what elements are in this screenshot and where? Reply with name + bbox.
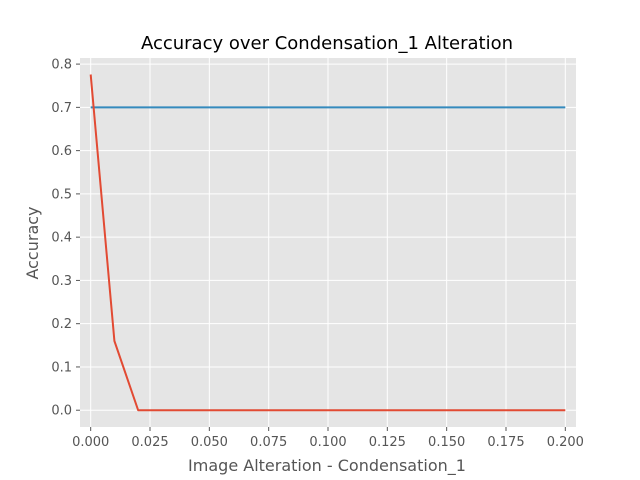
y-tick-label: 0.5 (51, 187, 72, 202)
y-tick-label: 0.8 (51, 58, 72, 73)
x-tick-label: 0.050 (191, 435, 228, 450)
x-axis-label: Image Alteration - Condensation_1 (188, 456, 466, 476)
chart-title: Accuracy over Condensation_1 Alteration (141, 33, 513, 54)
x-tick-label: 0.150 (428, 435, 465, 450)
x-axis-ticks: 0.000 0.025 0.050 0.075 0.100 0.125 0.150 0.175… (72, 427, 584, 450)
x-tick-label: 0.000 (72, 435, 109, 450)
x-tick-label: 0.100 (309, 435, 346, 450)
x-tick-label: 0.175 (487, 435, 524, 450)
y-axis-label: Accuracy (23, 206, 42, 279)
x-tick-label: 0.200 (547, 435, 584, 450)
y-tick-label: 0.0 (51, 404, 72, 419)
y-tick-label: 0.4 (51, 231, 72, 246)
y-tick-label: 0.1 (51, 360, 72, 375)
y-tick-label: 0.7 (51, 101, 72, 116)
y-tick-label: 0.2 (51, 317, 72, 332)
x-tick-label: 0.075 (250, 435, 287, 450)
y-tick-label: 0.3 (51, 274, 72, 289)
x-tick-label: 0.025 (131, 435, 168, 450)
y-axis-ticks: 0.0 0.1 0.2 0.3 0.4 0.5 0.6 0.7 0.8 (51, 58, 80, 419)
series-line-2 (89, 74, 566, 412)
x-tick-label: 0.125 (369, 435, 406, 450)
y-tick-label: 0.6 (51, 144, 72, 159)
data-series (89, 74, 566, 412)
